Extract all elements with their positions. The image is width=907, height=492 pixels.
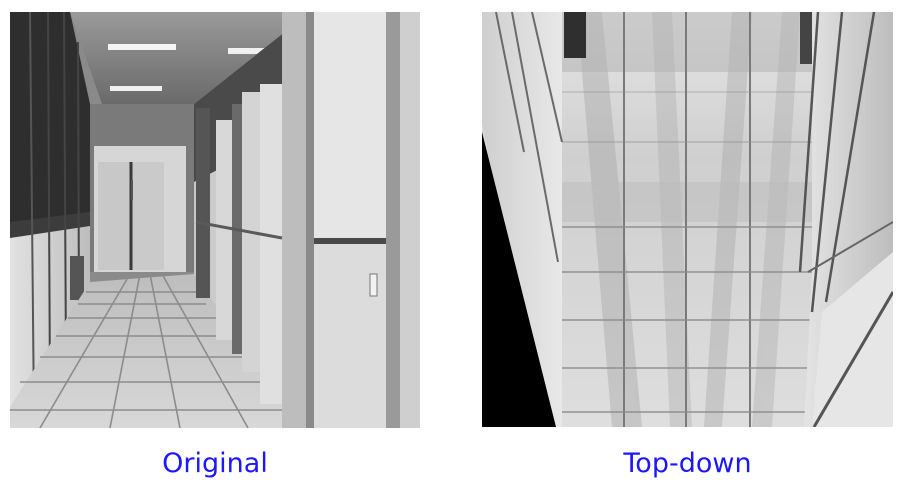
topdown-warped-photo	[482, 12, 893, 427]
topdown-caption: Top-down	[623, 448, 752, 479]
topdown-image-panel	[482, 12, 893, 427]
original-corridor-photo	[10, 12, 420, 428]
original-caption: Original	[162, 448, 268, 479]
original-image-panel	[10, 12, 420, 428]
